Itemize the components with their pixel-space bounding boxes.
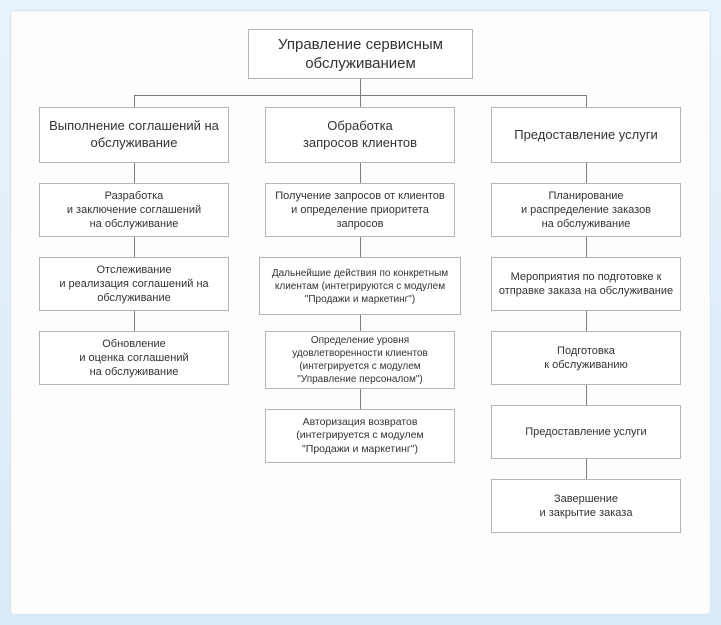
node-label: Завершение и закрытие заказа — [540, 492, 633, 521]
node-label: Управление сервисным обслуживанием — [255, 35, 466, 74]
node-label: Авторизация возвратов (интегрируется с м… — [272, 416, 448, 457]
node-leaf: Разработка и заключение соглашений на об… — [39, 183, 229, 237]
node-leaf: Получение запросов от клиентов и определ… — [265, 183, 455, 237]
node-leaf: Авторизация возвратов (интегрируется с м… — [265, 409, 455, 463]
node-label: Подготовка к обслуживанию — [544, 344, 628, 373]
node-leaf: Предоставление услуги — [491, 405, 681, 459]
node-label: Предоставление услуги — [514, 127, 658, 144]
node-leaf: Подготовка к обслуживанию — [491, 331, 681, 385]
node-leaf: Завершение и закрытие заказа — [491, 479, 681, 533]
edge — [586, 311, 587, 331]
edge — [586, 163, 587, 183]
node-root: Управление сервисным обслуживанием — [248, 29, 473, 79]
node-label: Определение уровня удовлетворенности кли… — [272, 334, 448, 386]
diagram-panel: Управление сервисным обслуживанием Выпол… — [10, 10, 711, 615]
node-label: Отслеживание и реализация соглашений на … — [46, 263, 222, 306]
node-label: Выполнение соглашений на обслуживание — [46, 118, 222, 152]
edge — [360, 237, 361, 257]
node-leaf: Дальнейшие действия по конкретным клиент… — [259, 257, 461, 315]
node-leaf: Определение уровня удовлетворенности кли… — [265, 331, 455, 389]
edge — [134, 163, 135, 183]
node-label: Разработка и заключение соглашений на об… — [67, 189, 201, 232]
node-label: Дальнейшие действия по конкретным клиент… — [266, 267, 454, 306]
node-label: Мероприятия по подготовке к отправке зак… — [498, 270, 674, 299]
node-branch: Выполнение соглашений на обслуживание — [39, 107, 229, 163]
edge — [360, 163, 361, 183]
edge — [134, 237, 135, 257]
node-leaf: Планирование и распределение заказов на … — [491, 183, 681, 237]
node-label: Получение запросов от клиентов и определ… — [272, 189, 448, 232]
node-label: Предоставление услуги — [525, 425, 646, 439]
node-label: Обработка запросов клиентов — [303, 118, 417, 152]
edge — [586, 237, 587, 257]
node-branch: Обработка запросов клиентов — [265, 107, 455, 163]
node-leaf: Отслеживание и реализация соглашений на … — [39, 257, 229, 311]
edge — [586, 385, 587, 405]
edge — [360, 315, 361, 331]
node-leaf: Обновление и оценка соглашений на обслуж… — [39, 331, 229, 385]
edge — [586, 95, 587, 107]
node-leaf: Мероприятия по подготовке к отправке зак… — [491, 257, 681, 311]
edge — [360, 95, 361, 107]
edge — [134, 311, 135, 331]
edge — [360, 389, 361, 409]
node-label: Планирование и распределение заказов на … — [521, 189, 651, 232]
node-branch: Предоставление услуги — [491, 107, 681, 163]
edge — [134, 95, 135, 107]
edge — [360, 79, 361, 95]
node-label: Обновление и оценка соглашений на обслуж… — [79, 337, 188, 380]
edge — [586, 459, 587, 479]
outer-frame: Управление сервисным обслуживанием Выпол… — [0, 0, 721, 625]
